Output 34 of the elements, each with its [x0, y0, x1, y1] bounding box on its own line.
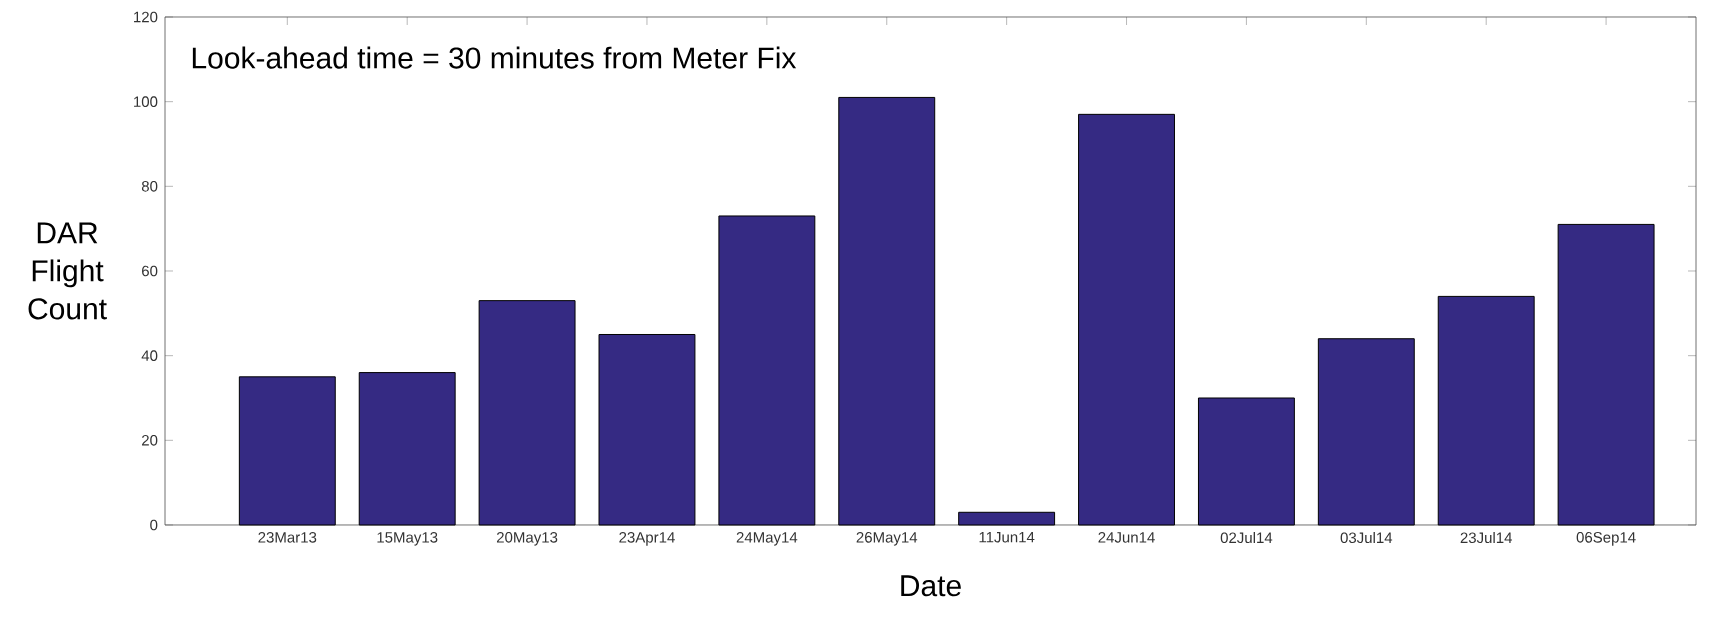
x-tick-label: 23Apr14	[619, 532, 675, 546]
bar	[1197, 397, 1295, 526]
bar	[1557, 223, 1655, 526]
bar	[958, 511, 1056, 526]
text: Look-ahead time = 30 minutes from Meter Fix	[192, 46, 797, 69]
bar	[838, 96, 936, 526]
x-tick-label: 11Jun14	[979, 532, 1035, 543]
x-tick-label: 03Jul14	[1340, 532, 1393, 544]
x-tick-label: 15May13	[377, 532, 438, 546]
x-tick-label: 23Mar13	[258, 532, 317, 543]
y-tick-label: 120	[134, 11, 158, 23]
bar	[1437, 295, 1535, 526]
x-axis-title: Date	[901, 575, 961, 597]
y-tick-label: 40	[141, 350, 158, 361]
bar	[1317, 338, 1415, 526]
x-tick-label: 26May14	[856, 532, 918, 546]
x-tick-label: 24May14	[736, 532, 798, 546]
bar	[238, 376, 336, 526]
bar	[598, 333, 696, 526]
y-tick-label: 0	[150, 519, 158, 531]
y-tick-label: 80	[141, 181, 158, 192]
bar	[358, 372, 456, 526]
bar	[1078, 113, 1175, 526]
y-axis-title: DAR Flight Count	[28, 222, 107, 320]
x-tick-label: 02Jul14	[1220, 532, 1273, 544]
x-tick-label: 23Jul14	[1460, 532, 1513, 544]
x-tick-label: 06Sep14	[1576, 532, 1636, 546]
x-tick-label: 20May13	[496, 532, 558, 546]
y-tick-label: 60	[142, 265, 158, 277]
bar	[718, 215, 816, 526]
bar	[478, 300, 576, 526]
y-tick-label: 100	[134, 96, 158, 107]
x-tick-label: 24Jun14	[1098, 532, 1155, 543]
y-tick-label: 20	[142, 435, 158, 446]
